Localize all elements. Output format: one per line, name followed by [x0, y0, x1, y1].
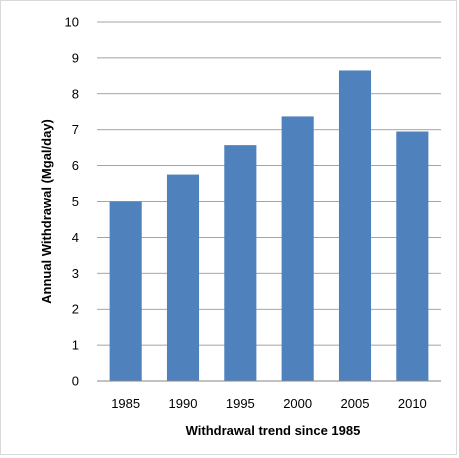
- bar-2000: [281, 116, 314, 382]
- y-tick-label: 6: [72, 158, 79, 173]
- bar-2010: [396, 131, 429, 381]
- y-tick-label: 2: [72, 302, 79, 317]
- x-tick-label: 2010: [398, 396, 427, 411]
- x-tick-label: 2000: [283, 396, 312, 411]
- x-axis-title: Withdrawal trend since 1985: [186, 423, 361, 438]
- gridlines: [97, 21, 441, 346]
- x-tick-label: 2005: [341, 396, 370, 411]
- y-tick-label: 8: [72, 86, 79, 101]
- y-tick-label: 5: [72, 194, 79, 209]
- x-tick-label: 1985: [111, 396, 140, 411]
- y-tick-label: 9: [72, 50, 79, 65]
- y-tick-label: 7: [72, 122, 79, 137]
- x-tick-labels: 1985 1990 1995 2000 2005 2010: [111, 396, 427, 411]
- y-tick-label: 1: [72, 338, 79, 353]
- bar-2005: [338, 70, 372, 381]
- bar-1995: [224, 145, 257, 381]
- y-tick-label: 0: [72, 374, 79, 389]
- x-tick-label: 1990: [169, 396, 198, 411]
- x-tick-label: 1995: [226, 396, 255, 411]
- y-axis-title: Annual Withdrawal (Mgal/day): [39, 119, 54, 304]
- bars: [109, 70, 429, 382]
- bar-1985: [109, 201, 142, 381]
- y-tick-label: 10: [65, 15, 79, 30]
- bar-1990: [166, 174, 200, 381]
- y-tick-label: 3: [72, 266, 79, 281]
- y-tick-labels: 0 1 2 3 4 5 6 7 8 9 10: [65, 15, 79, 389]
- y-tick-label: 4: [72, 230, 79, 245]
